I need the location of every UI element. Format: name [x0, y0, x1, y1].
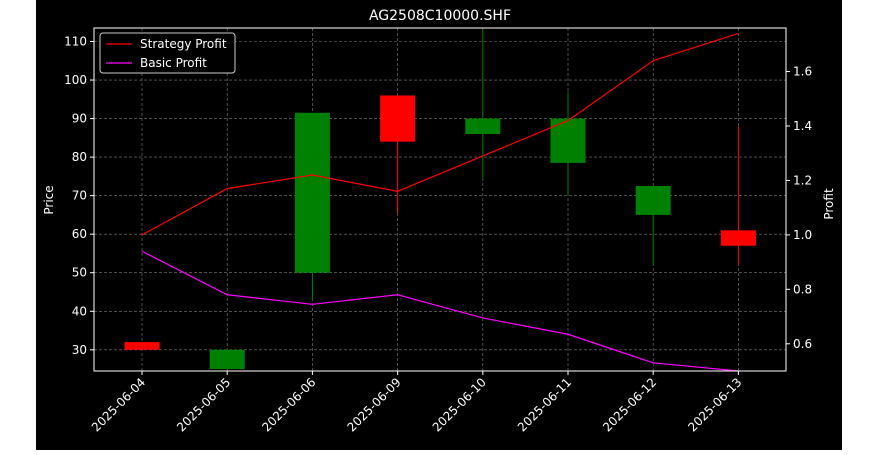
y2-tick-label: 1.2 [793, 173, 812, 187]
y-tick-label: 40 [72, 304, 87, 318]
profit-lines [141, 32, 739, 372]
x-tick-label: 2025-06-12 [600, 375, 659, 434]
candles [124, 29, 756, 370]
chart-figure: AG2508C10000.SHF 30 40 50 60 70 80 90 100 110 0.… [36, 0, 842, 450]
x-tick-label: 2025-06-09 [345, 375, 404, 434]
y2-axis-label: Profit [822, 188, 836, 220]
chart-title: AG2508C10000.SHF [369, 8, 511, 24]
x-tick-label: 2025-06-11 [515, 375, 574, 434]
candle-body [294, 112, 330, 273]
y-tick-label: 110 [64, 34, 87, 48]
plot-frame [93, 27, 787, 372]
y2-tick-label: 1.4 [793, 119, 812, 133]
y-tick-label: 80 [72, 150, 87, 164]
legend: Strategy Profit Basic Profit [99, 32, 236, 74]
y-tick-label: 90 [72, 112, 87, 126]
candle-body [465, 118, 501, 134]
x-axis-ticks: 2025-06-04 2025-06-05 2025-06-06 2025-06-09… [89, 371, 745, 434]
y-tick-label: 30 [72, 343, 87, 357]
left-axis-ticks: 30 40 50 60 70 80 90 100 110 [64, 34, 94, 357]
legend-box [99, 32, 236, 74]
y-tick-label: 100 [64, 73, 87, 87]
strategy-profit-line [141, 32, 739, 236]
y-tick-label: 50 [72, 266, 87, 280]
candle-body [720, 230, 756, 246]
right-axis-ticks: 0.6 0.8 1.0 1.2 1.4 1.6 [786, 65, 812, 351]
chart-svg: AG2508C10000.SHF 30 40 50 60 70 80 90 100 110 0.… [42, 8, 836, 434]
x-tick-label: 2025-06-10 [430, 375, 489, 434]
x-tick-label: 2025-06-06 [259, 375, 318, 434]
legend-label-basic: Basic Profit [140, 56, 207, 70]
legend-label-strategy: Strategy Profit [140, 37, 227, 51]
candle-body [635, 186, 671, 215]
x-tick-label: 2025-06-05 [174, 375, 233, 434]
candle-body [124, 342, 160, 350]
y-tick-label: 70 [72, 189, 87, 203]
candle-body [209, 349, 245, 370]
y2-tick-label: 0.8 [793, 282, 812, 296]
basic-profit-line [141, 250, 739, 372]
y-axis-label: Price [42, 185, 56, 214]
y2-tick-label: 0.6 [793, 337, 812, 351]
x-tick-label: 2025-06-04 [89, 375, 148, 434]
x-tick-label: 2025-06-13 [685, 375, 744, 434]
y2-tick-label: 1.0 [793, 228, 812, 242]
y2-tick-label: 1.6 [793, 65, 812, 79]
y-tick-label: 60 [72, 227, 87, 241]
candle-body [380, 95, 416, 142]
grid-lines [94, 28, 786, 371]
